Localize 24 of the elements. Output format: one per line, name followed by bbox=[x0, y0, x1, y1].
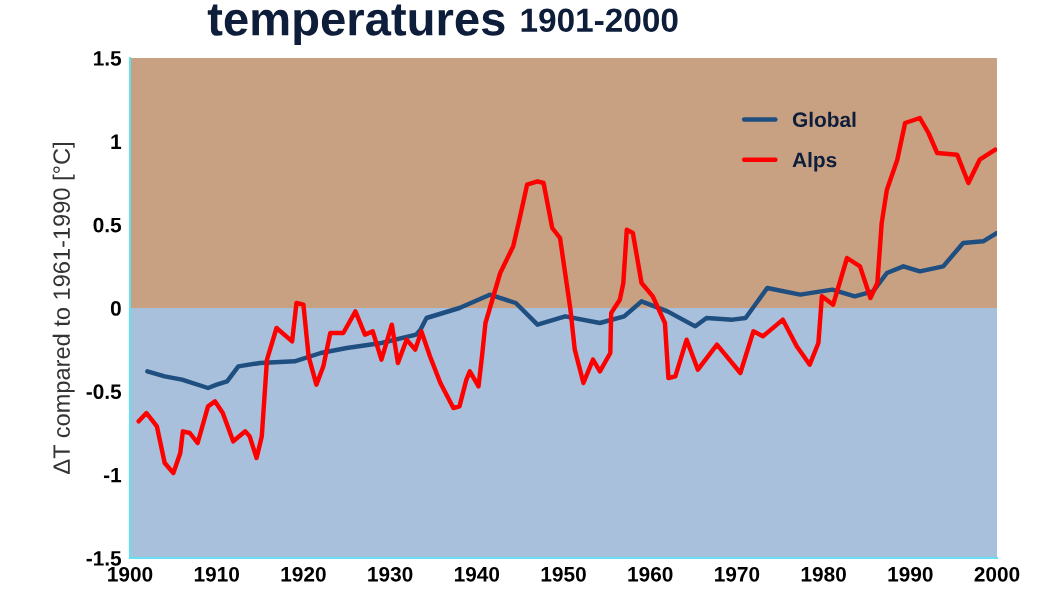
line-series bbox=[145, 230, 997, 391]
x-tick-label: 1970 bbox=[715, 566, 760, 582]
legend-label: Global bbox=[792, 111, 856, 128]
legend-label: Alps bbox=[792, 152, 837, 172]
x-tick-label: 2000 bbox=[974, 566, 1020, 582]
x-tick-label: 1920 bbox=[281, 566, 326, 582]
y-tick-label: 1 bbox=[111, 134, 122, 149]
x-tick-label: 1950 bbox=[541, 566, 586, 582]
y-tick-label: 0.5 bbox=[93, 217, 122, 233]
y-tick-label: -1 bbox=[103, 467, 122, 483]
x-tick-label: 1900 bbox=[108, 566, 153, 582]
y-tick-label: -0.5 bbox=[86, 384, 122, 400]
x-tick-label: 1980 bbox=[801, 566, 846, 582]
chart-title: temperatures bbox=[207, 4, 505, 46]
x-tick-label: 1940 bbox=[454, 566, 500, 582]
chart-subtitle: 1901-2000 bbox=[521, 8, 678, 33]
x-tick-label: 1990 bbox=[888, 566, 933, 582]
x-tick-label: 1960 bbox=[628, 566, 673, 582]
x-tick-label: 1910 bbox=[194, 566, 240, 582]
y-tick-label: 0 bbox=[110, 301, 121, 316]
y-tick-label: -1.5 bbox=[86, 551, 122, 566]
x-tick-label: 1930 bbox=[368, 566, 413, 582]
y-tick-label: 1.5 bbox=[94, 51, 122, 66]
y-axis-title: ΔT compared to 1961-1990 [°C] bbox=[52, 143, 75, 474]
